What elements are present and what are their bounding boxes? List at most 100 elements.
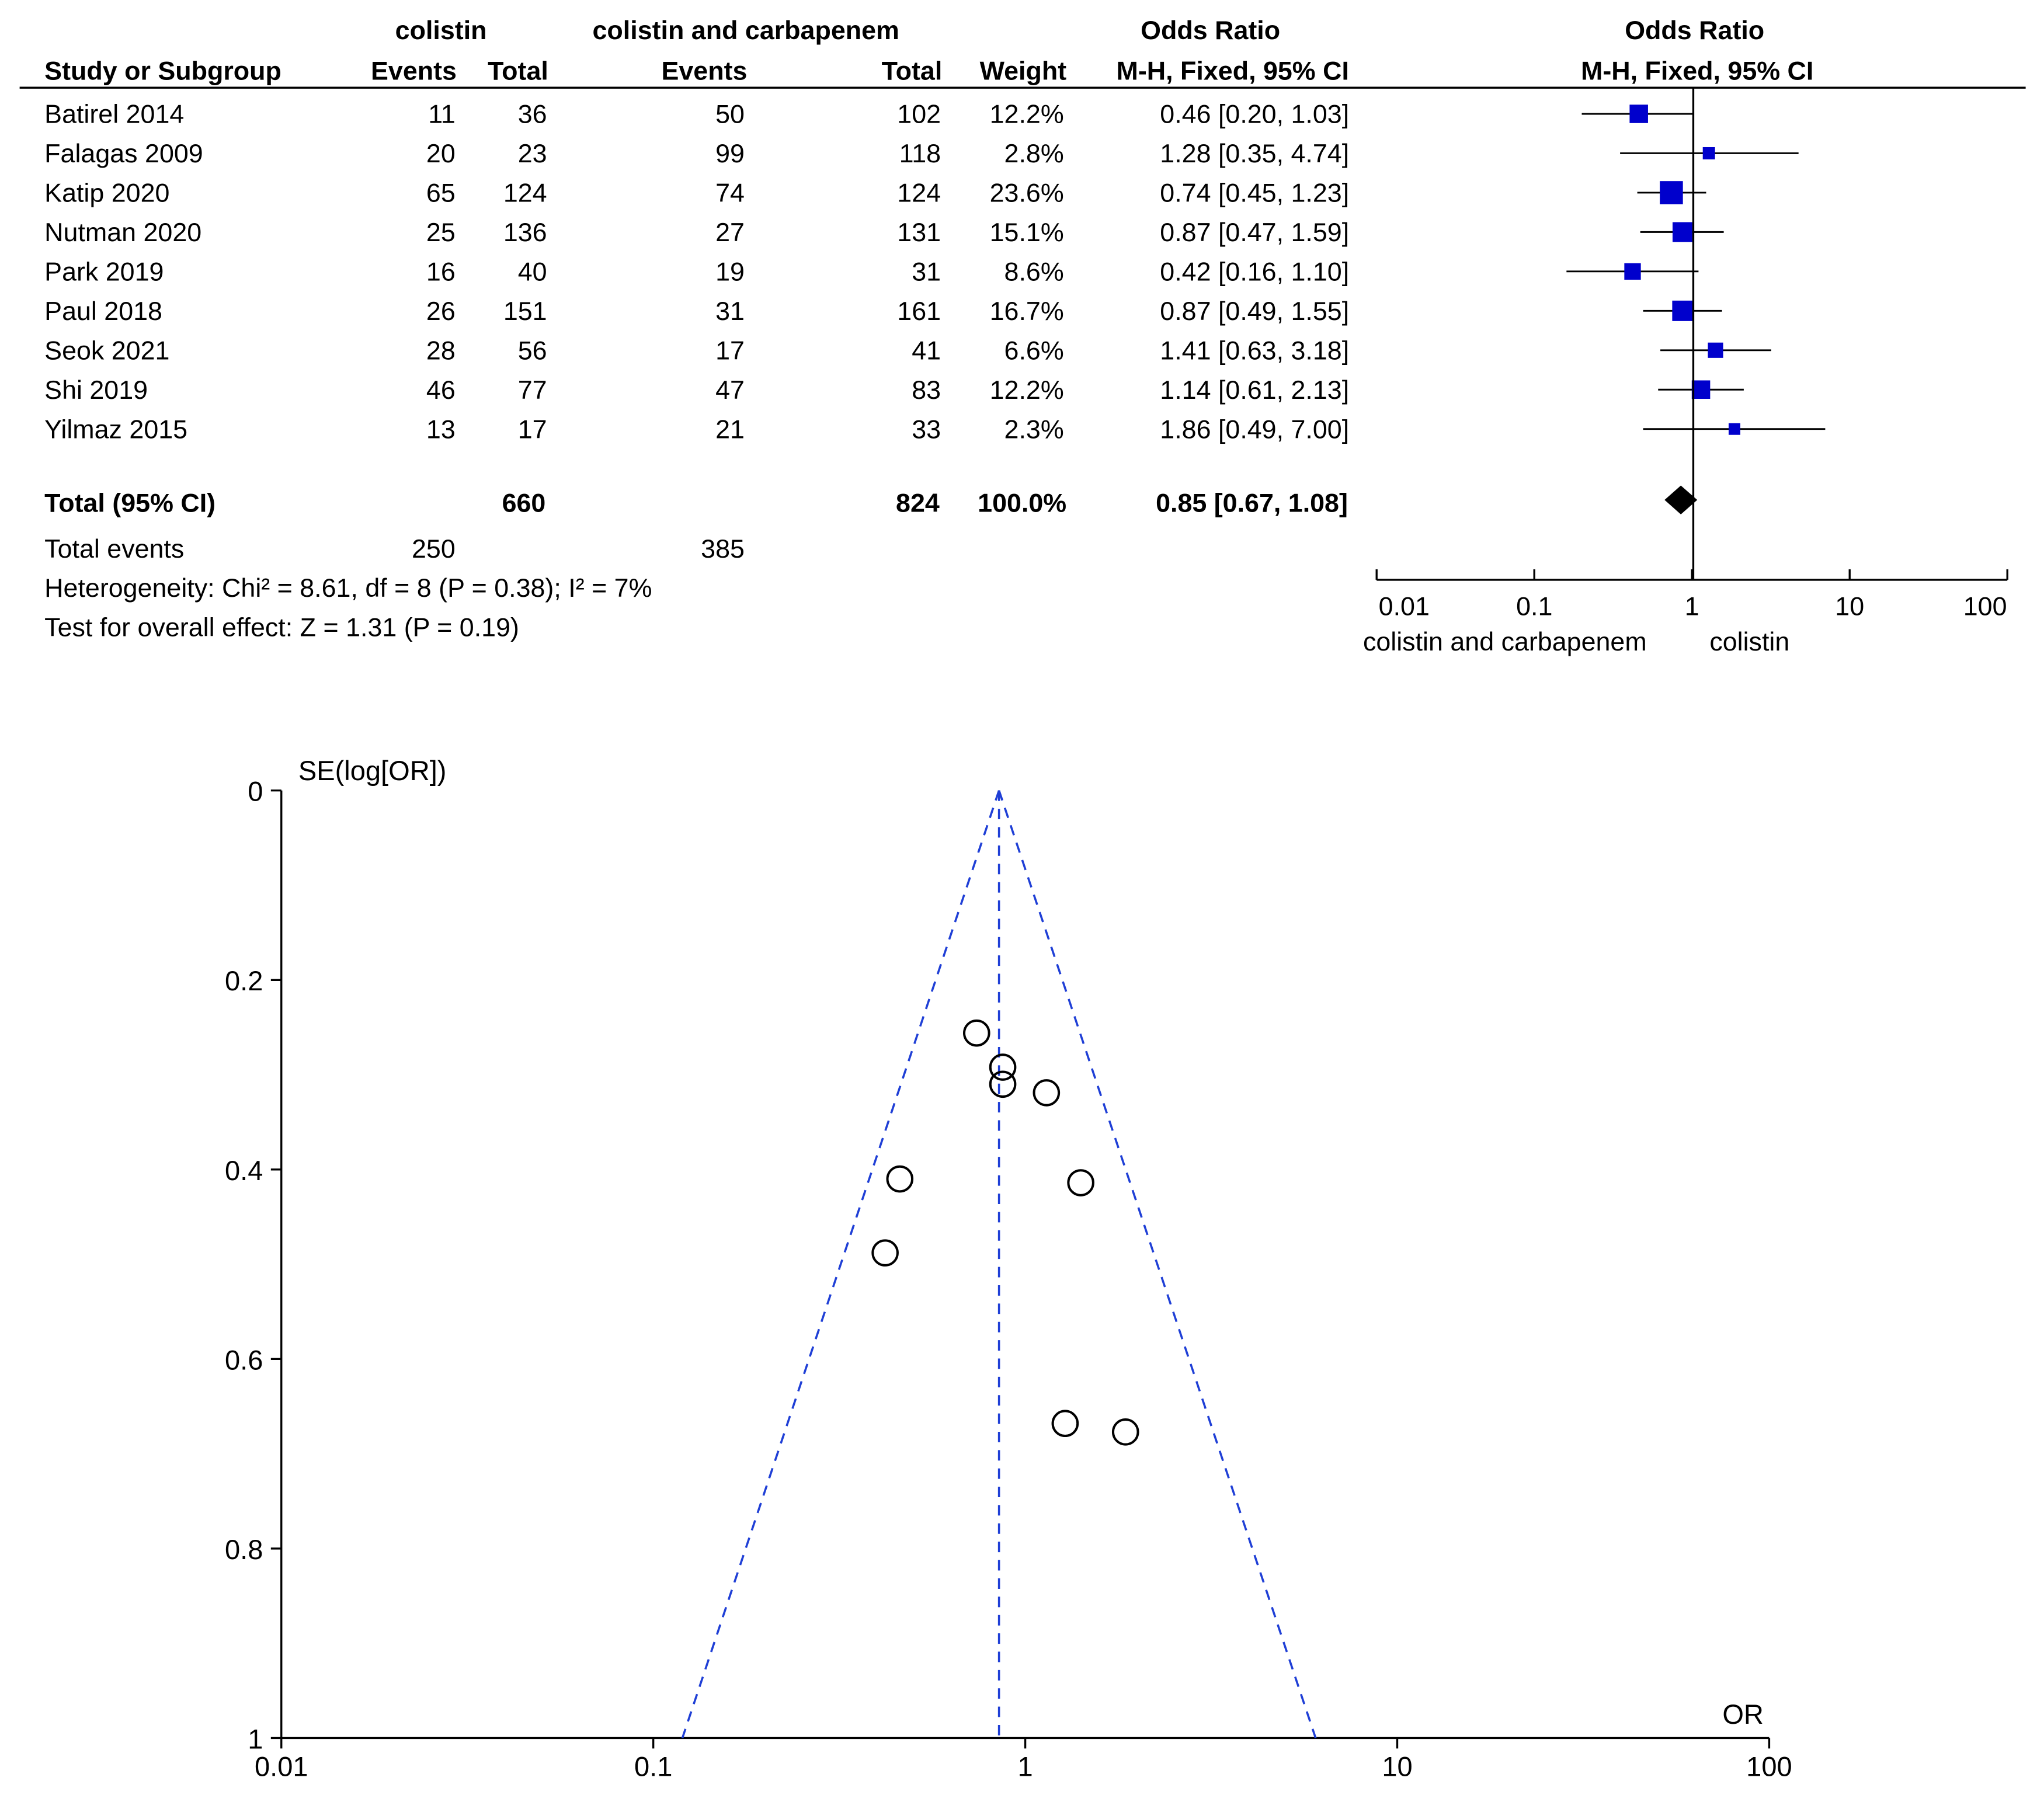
ctl-events: 19	[715, 258, 745, 287]
ctl-events: 31	[715, 297, 745, 326]
ctl-events: 17	[715, 336, 745, 365]
col-header-weight: Weight	[980, 57, 1067, 86]
total-ctl: 824	[896, 488, 940, 517]
exp-events: 28	[426, 336, 456, 365]
weight: 23.6%	[990, 179, 1064, 208]
exp-total: 23	[518, 139, 547, 168]
exp-total: 136	[503, 218, 547, 247]
study-square	[1672, 222, 1692, 242]
summary-text: Total events 250 385 Heterogeneity: Chi²…	[44, 534, 745, 642]
funnel-point	[962, 1019, 990, 1047]
study-row: Seok 2021 28 56 17 41 6.6% 1.41 [0.63, 3.18]	[44, 336, 1771, 365]
exp-total: 17	[518, 415, 547, 444]
forest-axis-tick-label: 100	[1963, 592, 2007, 621]
weight: 2.3%	[1004, 415, 1064, 444]
exp-total: 77	[518, 375, 547, 405]
study-square	[1624, 263, 1641, 280]
col-header-method-plot: M-H, Fixed, 95% CI	[1581, 57, 1813, 86]
total-events-ctl: 385	[701, 534, 745, 563]
weight: 15.1%	[990, 218, 1064, 247]
funnel-x-label: OR	[1722, 1699, 1764, 1730]
total-row: Total (95% CI) 660 824 100.0% 0.85 [0.67…	[44, 488, 1348, 517]
study-square	[1660, 181, 1683, 204]
funnel-point	[1111, 1418, 1139, 1446]
study-name: Paul 2018	[44, 297, 162, 326]
funnel-left-limit	[681, 790, 1000, 1739]
funnel-point	[1033, 1079, 1061, 1107]
ci-text: 0.74 [0.45, 1.23]	[1160, 179, 1349, 208]
pooled-diamond	[1664, 485, 1698, 514]
funnel-point	[989, 1070, 1017, 1098]
col-header-exp-total: Total	[488, 57, 548, 86]
ci-text: 0.87 [0.49, 1.55]	[1160, 297, 1349, 326]
ctl-total: 124	[897, 179, 941, 208]
study-name: Batirel 2014	[44, 100, 184, 129]
study-square	[1672, 300, 1693, 321]
group-header-control: colistin and carbapenem	[593, 16, 899, 45]
study-row: Nutman 2020 25 136 27 131 15.1% 0.87 [0.47, 1.…	[44, 218, 1724, 247]
study-name: Shi 2019	[44, 375, 148, 405]
funnel-point	[1067, 1169, 1094, 1196]
ctl-total: 102	[897, 100, 941, 129]
exp-total: 40	[518, 258, 547, 287]
ctl-events: 47	[715, 375, 745, 405]
col-header-exp-events: Events	[371, 57, 457, 86]
forest-axis-tick-label: 1	[1685, 592, 1699, 621]
funnel-y-tick-label: 0	[248, 776, 263, 807]
total-events-exp: 250	[412, 534, 456, 563]
ci-text: 1.28 [0.35, 4.74]	[1160, 139, 1349, 168]
study-row: Yilmaz 2015 13 17 21 33 2.3% 1.86 [0.49, 7.00]	[44, 415, 1826, 444]
favours-labels: colistin and carbapenem colistin	[1363, 627, 1789, 656]
funnel-y-label: SE(log[OR])	[298, 755, 447, 786]
forest-rows: Batirel 2014 11 36 50 102 12.2% 0.46 [0.20, 1.…	[44, 100, 1826, 514]
ctl-events: 99	[715, 139, 745, 168]
funnel-x-tick-label: 0.01	[255, 1751, 308, 1782]
weight: 2.8%	[1004, 139, 1064, 168]
total-label: Total (95% CI)	[44, 488, 215, 517]
study-row: Falagas 2009 20 23 99 118 2.8% 1.28 [0.35, 4.7…	[44, 139, 1799, 168]
exp-total: 124	[503, 179, 547, 208]
funnel-y-tick-label: 0.4	[225, 1155, 263, 1186]
ctl-events: 74	[715, 179, 745, 208]
total-ci: 0.85 [0.67, 1.08]	[1156, 488, 1348, 517]
exp-events: 65	[426, 179, 456, 208]
group-header-experimental: colistin	[395, 16, 487, 45]
study-square	[1728, 423, 1741, 435]
group-header-or-plot: Odds Ratio	[1625, 16, 1764, 45]
exp-events: 13	[426, 415, 456, 444]
funnel-point	[886, 1165, 914, 1193]
study-square	[1702, 147, 1715, 159]
forest-axis: 0.01 0.1 1 10 100	[1375, 88, 2008, 621]
funnel-y-tick-label: 1	[248, 1723, 263, 1754]
ci-text: 1.86 [0.49, 7.00]	[1160, 415, 1349, 444]
weight: 12.2%	[990, 100, 1064, 129]
exp-events: 25	[426, 218, 456, 247]
funnel-x-tick-label: 10	[1382, 1751, 1412, 1782]
funnel-x-tick-label: 1	[1018, 1751, 1033, 1782]
funnel-plot: SE(log[OR]) OR 00.20.40.60.810.01 0.1 1 10 1…	[225, 755, 1792, 1782]
study-name: Falagas 2009	[44, 139, 203, 168]
forest-axis-tick-label: 0.01	[1379, 592, 1430, 621]
ci-text: 0.87 [0.47, 1.59]	[1160, 218, 1349, 247]
forest-header: colistin colistin and carbapenem Odds Ra…	[44, 16, 1813, 85]
study-name: Katip 2020	[44, 179, 169, 208]
funnel-right-limit	[997, 790, 1317, 1739]
ctl-total: 31	[912, 258, 941, 287]
favours-left: colistin and carbapenem	[1363, 627, 1647, 656]
study-row: Paul 2018 26 151 31 161 16.7% 0.87 [0.49, 1.55…	[44, 297, 1722, 326]
study-name: Yilmaz 2015	[44, 415, 187, 444]
study-square	[1708, 342, 1723, 358]
weight: 16.7%	[990, 297, 1064, 326]
ctl-total: 161	[897, 297, 941, 326]
weight: 6.6%	[1004, 336, 1064, 365]
ctl-total: 131	[897, 218, 941, 247]
exp-total: 151	[503, 297, 547, 326]
study-row: Batirel 2014 11 36 50 102 12.2% 0.46 [0.20, 1.…	[44, 100, 1694, 129]
col-header-method-table: M-H, Fixed, 95% CI	[1117, 57, 1349, 86]
funnel-x-tick-label: 100	[1746, 1751, 1792, 1782]
group-header-or-table: Odds Ratio	[1141, 16, 1280, 45]
total-weight: 100.0%	[978, 488, 1066, 517]
study-name: Seok 2021	[44, 336, 169, 365]
